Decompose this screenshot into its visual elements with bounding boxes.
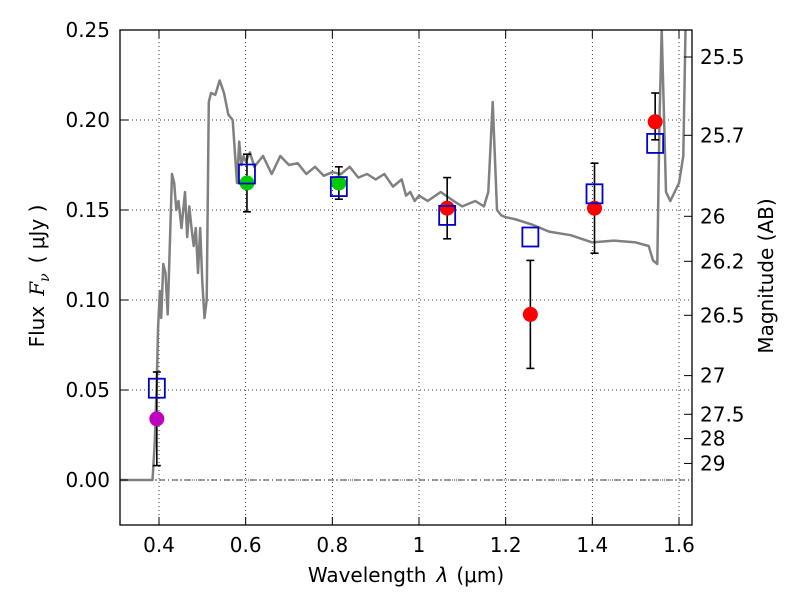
model-photometry-points bbox=[147, 132, 665, 399]
magnitude-tick-label: 26.2 bbox=[700, 249, 745, 273]
y-axis-title: FluxFν( μJy ) bbox=[25, 205, 53, 348]
magnitude-tick-label: 25.7 bbox=[700, 123, 745, 147]
x-tick-label: 1.6 bbox=[663, 533, 695, 557]
model-spectrum-line bbox=[120, 30, 687, 482]
observed-point bbox=[331, 175, 347, 191]
magnitude-axis-title: Magnitude (AB) bbox=[754, 198, 778, 353]
model-spectrum bbox=[120, 30, 687, 482]
x-tick-label: 1 bbox=[413, 533, 426, 557]
x-axis-title: Wavelength λ (μm) bbox=[308, 563, 504, 587]
model-photometry-square bbox=[329, 176, 348, 198]
y-tick-label: 0.15 bbox=[65, 198, 110, 222]
observed-point bbox=[587, 200, 602, 216]
magnitude-tick-label: 26 bbox=[700, 204, 725, 228]
axis-ticks: 0.4 0.6 0.8 1 1.2 1.4 1.6 0.00 0.05 0.10 0.15 0.20 0… bbox=[65, 18, 744, 557]
magnitude-tick-label: 27 bbox=[700, 364, 725, 388]
model-photometry-square bbox=[238, 163, 256, 185]
y-tick-label: 0.20 bbox=[65, 108, 110, 132]
model-photometry-square bbox=[147, 377, 166, 399]
model-photometry-square bbox=[438, 204, 457, 226]
x-tick-label: 1.2 bbox=[490, 533, 522, 557]
magnitude-tick-label: 25.5 bbox=[700, 45, 745, 69]
observed-points bbox=[149, 114, 663, 427]
observed-point bbox=[647, 114, 663, 130]
observed-point bbox=[439, 200, 455, 216]
model-photometry-square bbox=[585, 183, 604, 205]
model-photometry-square bbox=[646, 132, 665, 154]
observed-point bbox=[522, 306, 538, 322]
y-tick-label: 0.05 bbox=[65, 378, 110, 402]
x-tick-label: 0.6 bbox=[230, 533, 262, 557]
x-tick-label: 1.4 bbox=[576, 533, 608, 557]
x-tick-label: 0.8 bbox=[316, 533, 348, 557]
y-tick-label: 0.00 bbox=[65, 468, 110, 492]
y-tick-label: 0.10 bbox=[65, 288, 110, 312]
observed-point bbox=[149, 411, 165, 427]
x-tick-label: 0.4 bbox=[143, 533, 175, 557]
magnitude-tick-label: 28 bbox=[700, 427, 725, 451]
magnitude-tick-label: 29 bbox=[700, 451, 725, 475]
plot-frame bbox=[119, 29, 693, 526]
magnitude-tick-label: 27.5 bbox=[700, 402, 745, 426]
magnitude-tick-label: 26.5 bbox=[700, 303, 745, 327]
y-tick-label: 0.25 bbox=[65, 18, 110, 42]
model-photometry-square bbox=[521, 226, 540, 248]
